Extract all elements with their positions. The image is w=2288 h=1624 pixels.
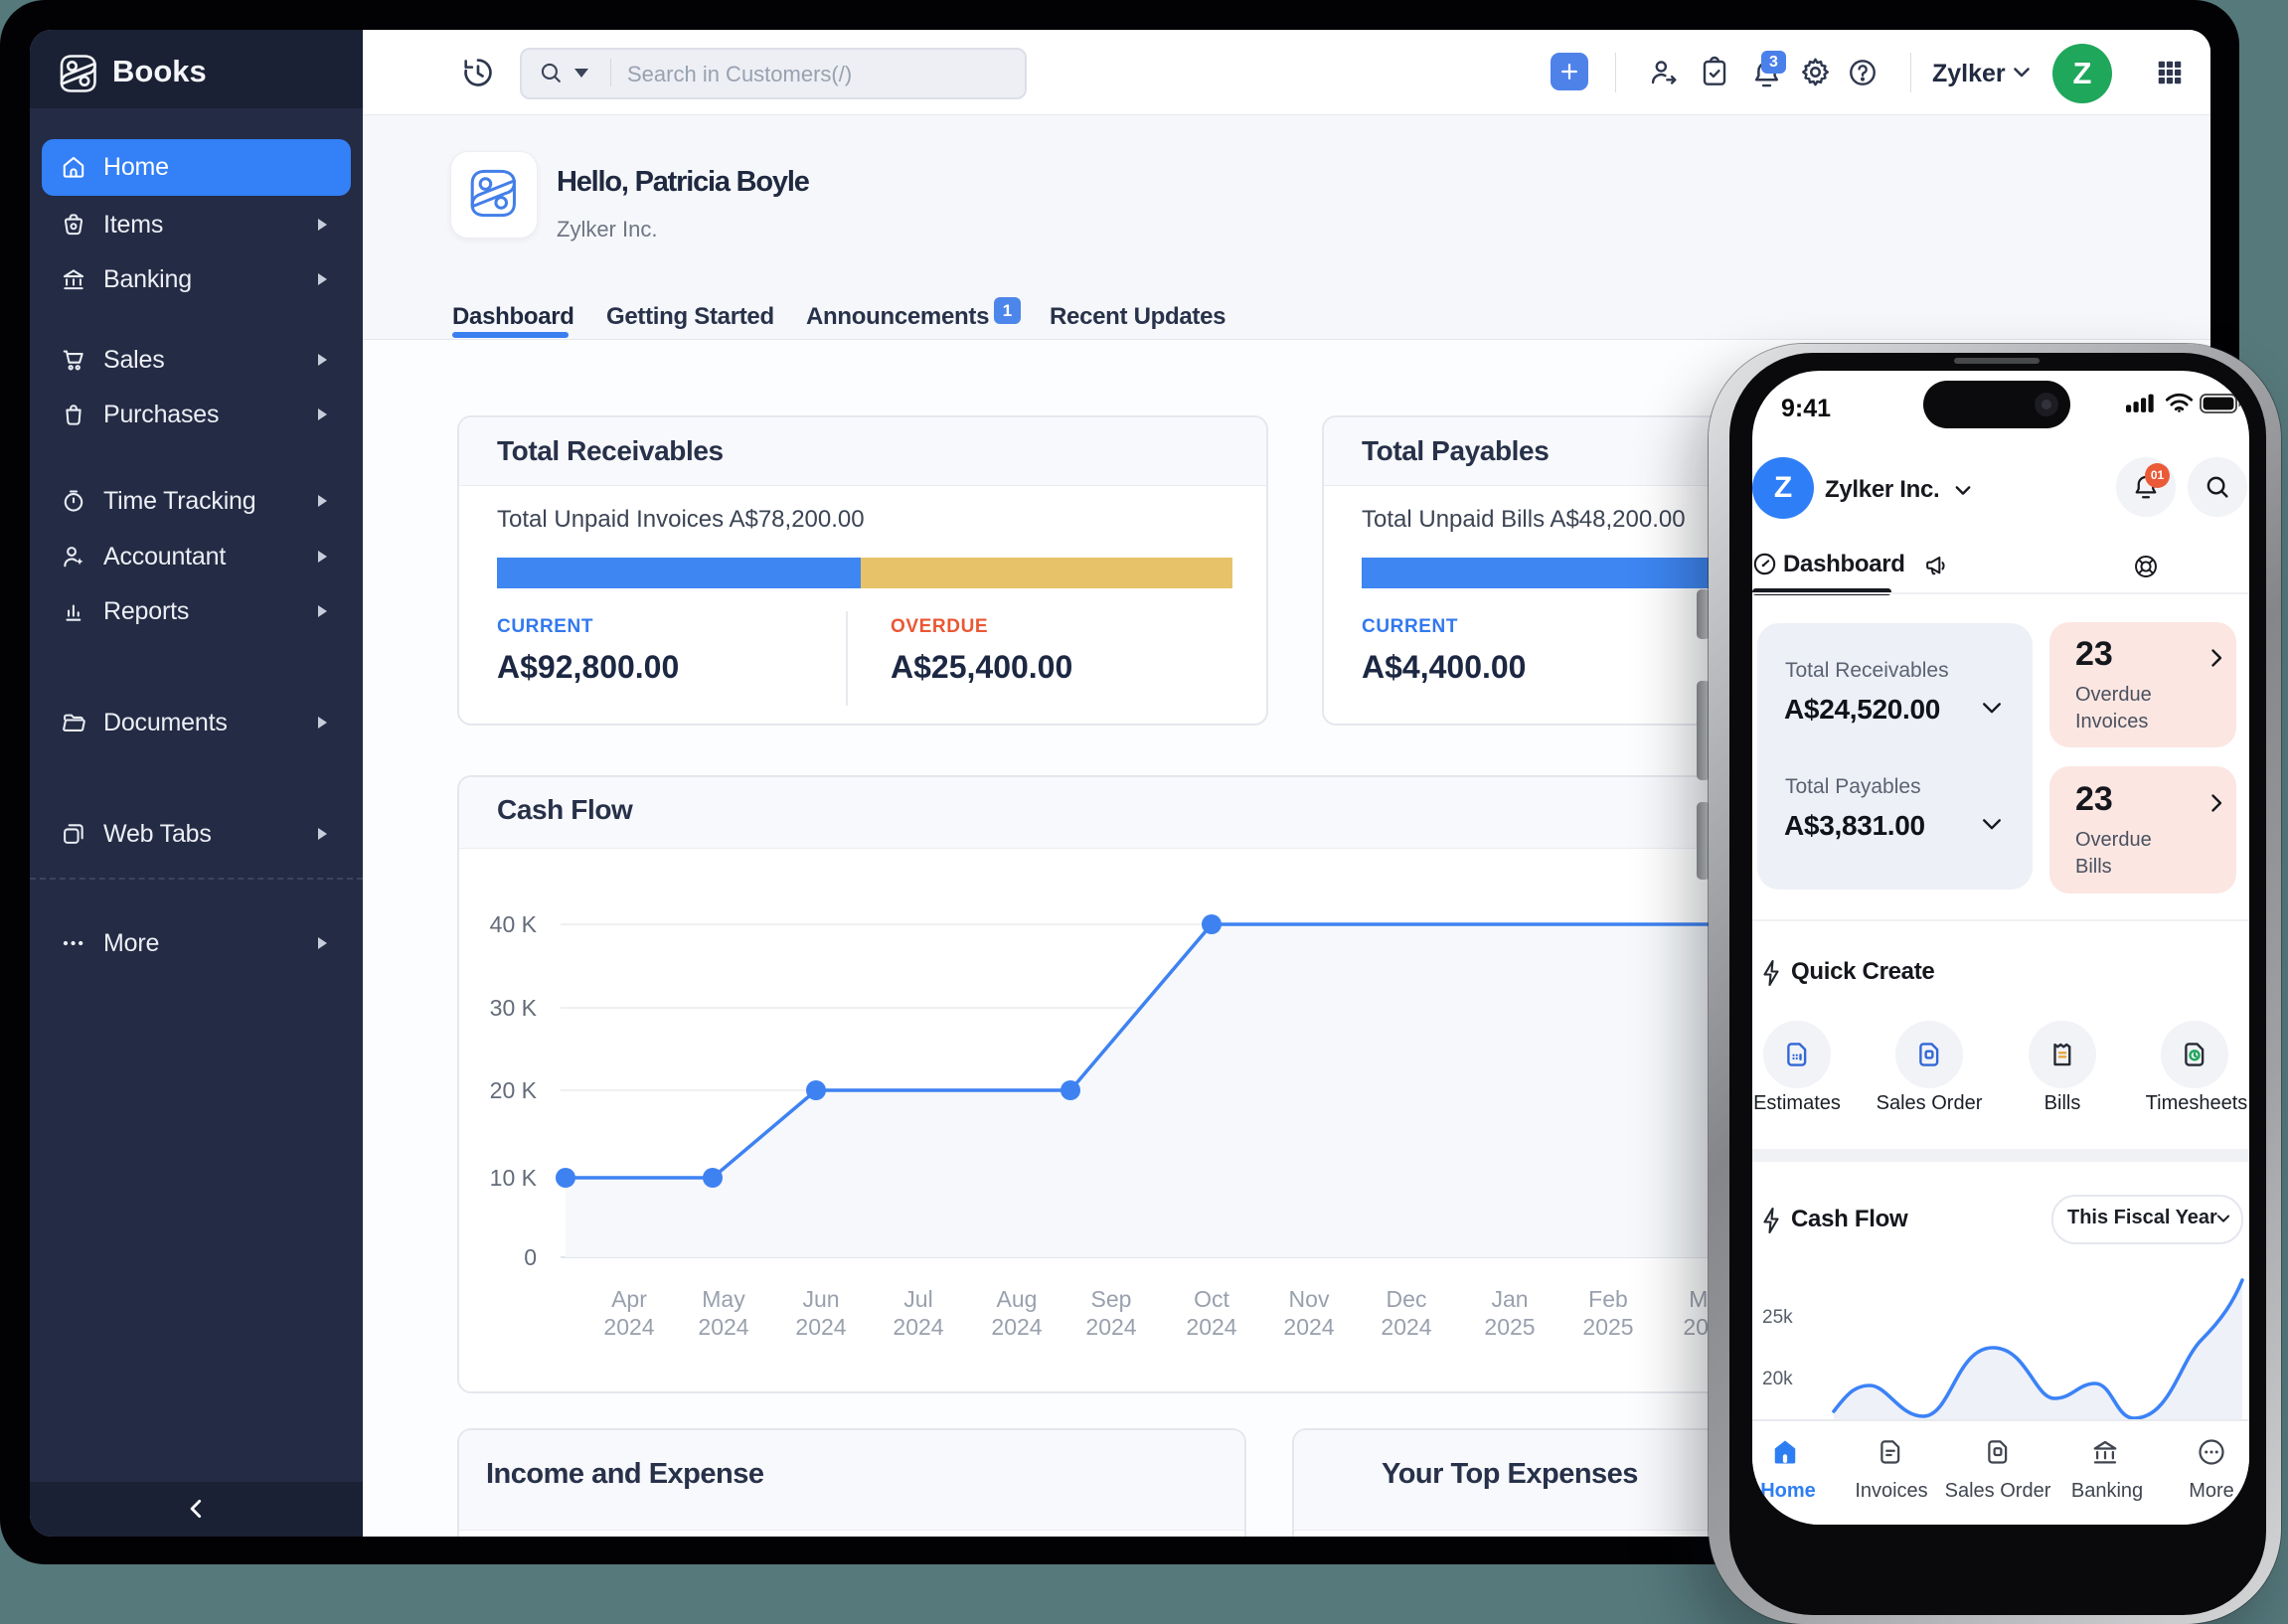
svg-text:2024: 2024 bbox=[1186, 1314, 1236, 1340]
svg-text:Nov: Nov bbox=[1289, 1286, 1330, 1312]
svg-text:2025: 2025 bbox=[1582, 1314, 1633, 1340]
svg-text:Apr: Apr bbox=[611, 1286, 647, 1312]
svg-text:2024: 2024 bbox=[893, 1314, 943, 1340]
svg-text:2024: 2024 bbox=[1283, 1314, 1334, 1340]
svg-text:30 K: 30 K bbox=[490, 995, 538, 1021]
svg-text:2025: 2025 bbox=[1484, 1314, 1535, 1340]
svg-text:40 K: 40 K bbox=[490, 911, 538, 937]
svg-text:Jun: Jun bbox=[802, 1286, 839, 1312]
svg-text:Sep: Sep bbox=[1091, 1286, 1132, 1312]
svg-text:20 K: 20 K bbox=[490, 1077, 538, 1103]
svg-text:Aug: Aug bbox=[997, 1286, 1038, 1312]
svg-text:May: May bbox=[702, 1286, 745, 1312]
svg-text:2024: 2024 bbox=[795, 1314, 846, 1340]
svg-text:10 K: 10 K bbox=[490, 1165, 538, 1191]
svg-text:2024: 2024 bbox=[603, 1314, 654, 1340]
svg-text:2024: 2024 bbox=[1085, 1314, 1136, 1340]
svg-text:Dec: Dec bbox=[1387, 1286, 1427, 1312]
svg-text:Oct: Oct bbox=[1194, 1286, 1229, 1312]
svg-text:Jan: Jan bbox=[1491, 1286, 1528, 1312]
svg-text:2024: 2024 bbox=[1381, 1314, 1431, 1340]
svg-text:0: 0 bbox=[524, 1244, 537, 1270]
svg-text:2024: 2024 bbox=[698, 1314, 748, 1340]
svg-text:Jul: Jul bbox=[903, 1286, 932, 1312]
svg-text:Feb: Feb bbox=[1588, 1286, 1628, 1312]
svg-text:2024: 2024 bbox=[991, 1314, 1042, 1340]
